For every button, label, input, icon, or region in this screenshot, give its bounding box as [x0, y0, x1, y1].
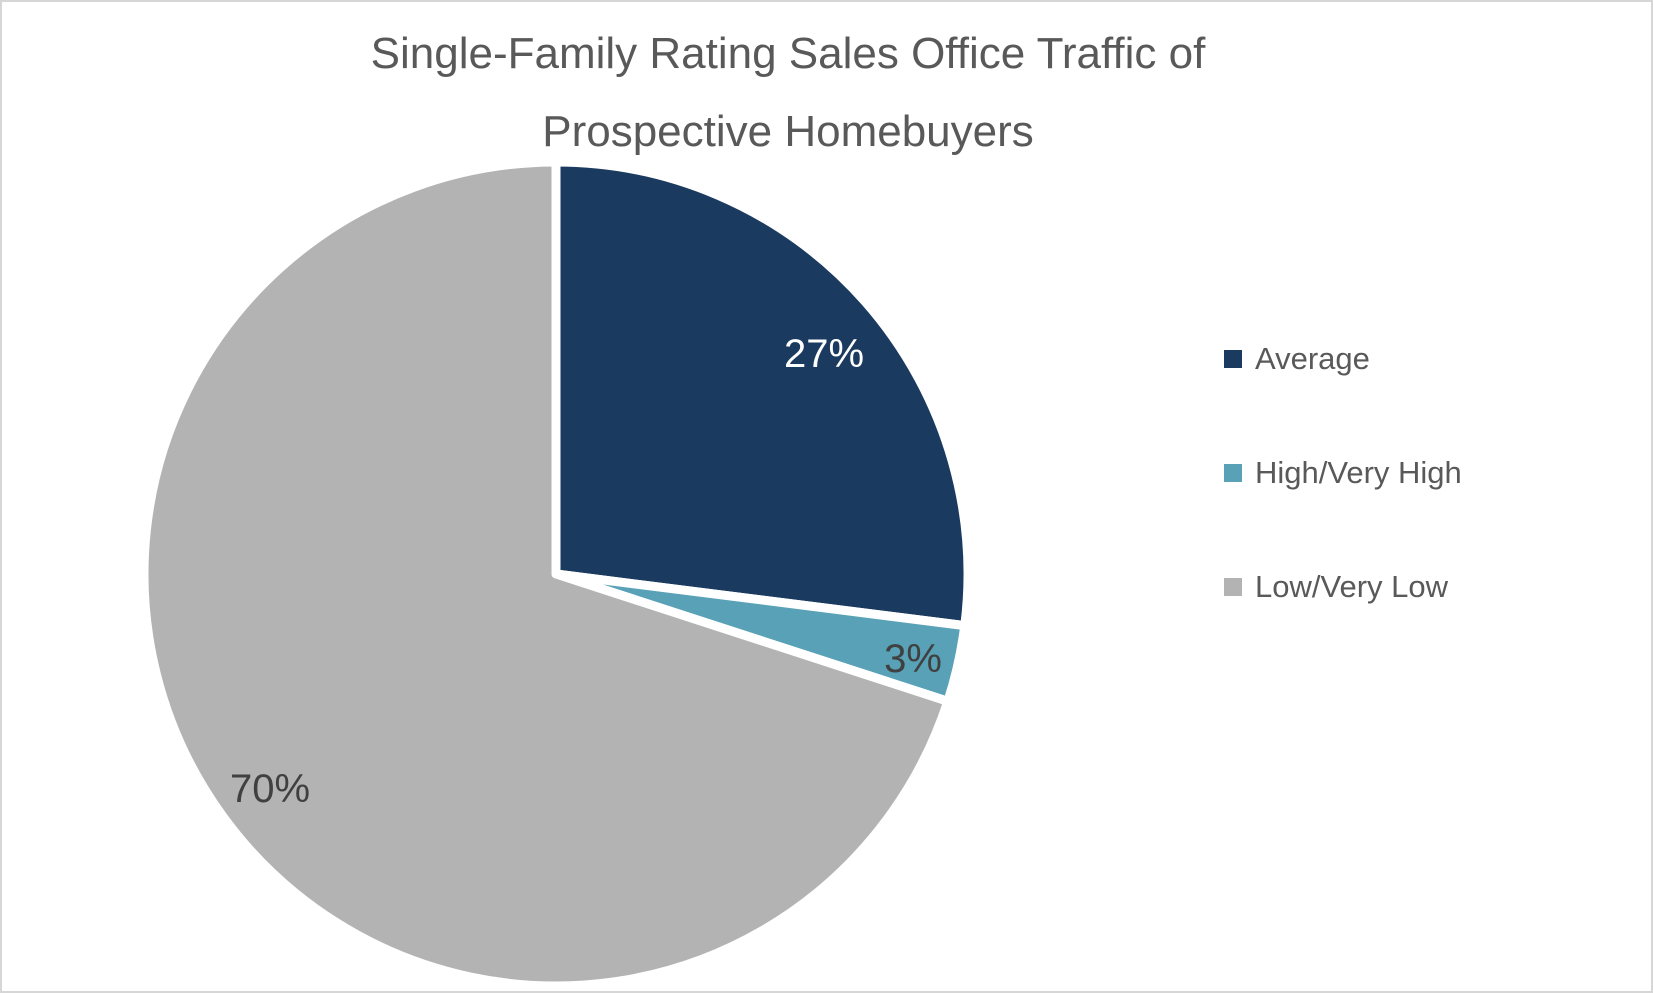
legend: Average High/Very High Low/Very Low: [1224, 341, 1462, 683]
chart-title: Single-Family Rating Sales Office Traffi…: [238, 15, 1338, 171]
legend-label-average: Average: [1255, 341, 1370, 376]
data-label-high-very-high: 3%: [884, 637, 942, 681]
legend-item-low-very-low[interactable]: Low/Very Low: [1224, 569, 1462, 605]
legend-swatch-average-icon: [1224, 350, 1242, 368]
pie-slice-low-very-low[interactable]: [139, 157, 953, 991]
legend-swatch-high-very-high-icon: [1224, 464, 1242, 482]
legend-label-high-very-high: High/Very High: [1255, 455, 1462, 490]
chart-title-line1: Single-Family Rating Sales Office Traffi…: [370, 29, 1206, 78]
legend-label-low-very-low: Low/Very Low: [1255, 569, 1448, 604]
legend-swatch-low-very-low-icon: [1224, 578, 1242, 596]
data-label-average: 27%: [784, 332, 864, 376]
legend-item-average[interactable]: Average: [1224, 341, 1462, 377]
pie-slice-average[interactable]: [551, 157, 973, 631]
data-label-low-very-low: 70%: [230, 767, 310, 811]
legend-item-high-very-high[interactable]: High/Very High: [1224, 455, 1462, 491]
chart-title-line2: Prospective Homebuyers: [542, 107, 1034, 156]
